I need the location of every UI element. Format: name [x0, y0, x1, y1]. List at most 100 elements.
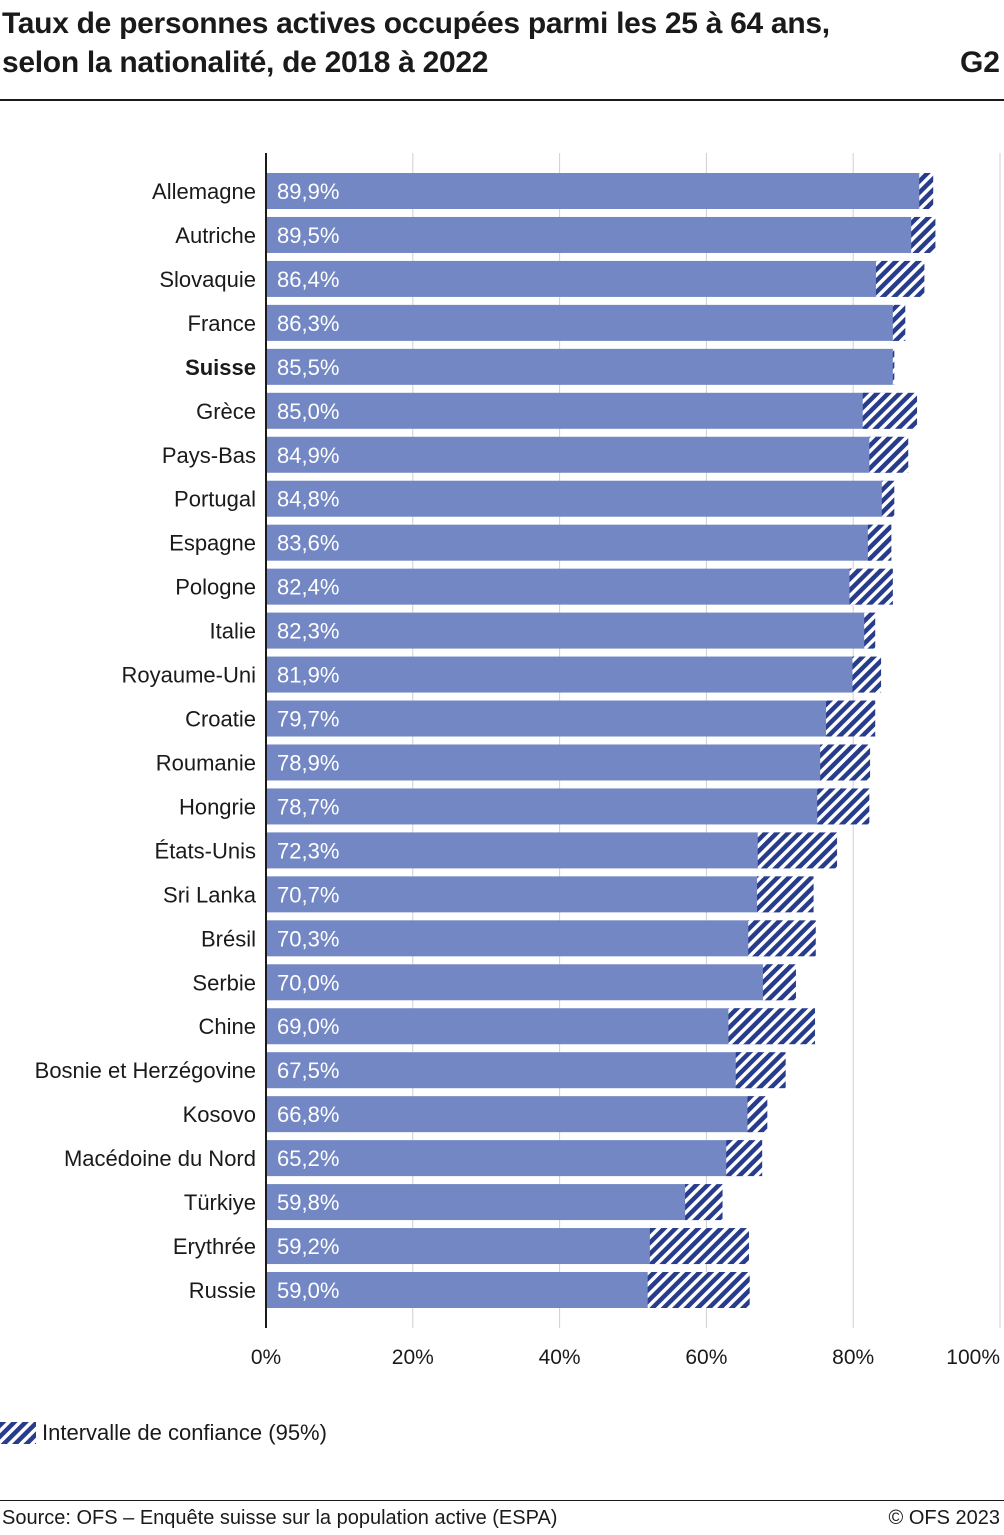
data-label: 86,3% — [277, 311, 339, 336]
data-label: 65,2% — [277, 1146, 339, 1171]
confidence-interval — [881, 480, 895, 517]
confidence-interval — [726, 1140, 763, 1177]
data-label: 82,3% — [277, 619, 339, 644]
bar-chart: Allemagne 89,9% Autriche 89,5% Slovaquie 86,4… — [35, 153, 1001, 1369]
bar — [266, 744, 846, 781]
confidence-interval — [867, 524, 892, 561]
category-label: Roumanie — [156, 750, 256, 775]
bar — [266, 480, 889, 517]
category-label: Türkiye — [184, 1190, 256, 1215]
bar — [266, 920, 783, 957]
confidence-interval — [748, 920, 816, 957]
confidence-interval — [869, 436, 909, 473]
data-label: 84,8% — [277, 487, 339, 512]
category-label: Macédoine du Nord — [64, 1146, 256, 1171]
confidence-interval — [817, 788, 870, 825]
x-tick-label: 60% — [685, 1346, 727, 1369]
legend-hatch-swatch — [0, 1422, 36, 1444]
x-tick-label: 20% — [392, 1346, 434, 1369]
figure-id: G2 — [959, 46, 1000, 79]
data-label: 89,9% — [277, 179, 339, 204]
data-label: 78,7% — [277, 794, 339, 819]
data-label: 89,5% — [277, 223, 339, 248]
bar — [266, 1052, 762, 1089]
bar — [266, 788, 844, 825]
category-label: Pologne — [175, 575, 256, 600]
data-label: 78,9% — [277, 750, 339, 775]
confidence-interval — [826, 700, 876, 737]
x-tick-label: 40% — [539, 1346, 581, 1369]
confidence-interval — [685, 1184, 723, 1221]
data-label: 84,9% — [277, 443, 339, 468]
confidence-interval — [762, 964, 796, 1001]
category-label: États-Unis — [155, 838, 256, 863]
bar — [266, 568, 871, 605]
chart-title: Taux de personnes actives occupées parmi… — [2, 7, 830, 79]
category-label: Autriche — [175, 223, 256, 248]
data-label: 83,6% — [277, 531, 339, 556]
data-label: 59,2% — [277, 1234, 339, 1259]
data-label: 81,9% — [277, 663, 339, 688]
bar — [266, 700, 851, 737]
category-label: Serbie — [192, 970, 256, 995]
confidence-interval — [911, 216, 936, 253]
confidence-interval — [649, 1228, 749, 1265]
confidence-interval — [919, 173, 934, 209]
confidence-interval — [892, 304, 906, 341]
bar — [266, 964, 780, 1001]
legend-label: Intervalle de confiance (95%) — [42, 1420, 327, 1445]
data-label: 67,5% — [277, 1058, 339, 1083]
confidence-interval — [849, 568, 893, 605]
category-label: Grèce — [196, 399, 256, 424]
title-rule — [0, 99, 1004, 101]
bar — [266, 304, 900, 341]
category-label: Hongrie — [179, 794, 256, 819]
category-label: Erythrée — [173, 1234, 256, 1259]
data-label: 82,4% — [277, 575, 339, 600]
confidence-interval — [862, 392, 918, 429]
category-label: Espagne — [169, 531, 256, 556]
confidence-interval — [852, 656, 882, 693]
bar — [266, 348, 894, 385]
data-label: 70,3% — [277, 926, 339, 951]
category-label: Slovaquie — [159, 267, 256, 292]
bar — [266, 832, 797, 869]
bar — [266, 260, 901, 297]
category-label: Allemagne — [152, 179, 256, 204]
bar — [266, 524, 880, 561]
confidence-interval — [747, 1096, 768, 1133]
bar — [266, 1228, 701, 1265]
category-label: Sri Lanka — [163, 882, 257, 907]
category-label: Royaume-Uni — [122, 663, 257, 688]
data-label: 70,0% — [277, 970, 339, 995]
x-tick-label: 0% — [251, 1346, 281, 1369]
category-label: Portugal — [174, 487, 256, 512]
confidence-interval — [735, 1052, 786, 1089]
category-label: Bosnie et Herzégovine — [35, 1058, 256, 1083]
bar — [266, 612, 871, 649]
confidence-interval — [647, 1272, 750, 1308]
category-label: Italie — [210, 619, 256, 644]
data-label: 85,0% — [277, 399, 339, 424]
category-label: Kosovo — [183, 1102, 256, 1127]
bar — [266, 1140, 745, 1177]
data-label: 86,4% — [277, 267, 339, 292]
bar — [266, 173, 926, 209]
bar — [266, 1008, 773, 1045]
bar — [266, 1184, 705, 1221]
confidence-interval — [892, 348, 895, 385]
data-label: 66,8% — [277, 1102, 339, 1127]
confidence-interval — [820, 744, 871, 781]
bar — [266, 1272, 700, 1308]
confidence-interval — [757, 876, 814, 913]
category-label: Brésil — [201, 926, 256, 951]
data-label: 59,8% — [277, 1190, 339, 1215]
confidence-interval — [728, 1008, 816, 1045]
bar — [266, 392, 890, 429]
source-note: Source: OFS – Enquête suisse sur la popu… — [2, 1507, 558, 1529]
data-label: 85,5% — [277, 355, 339, 380]
confidence-interval — [864, 612, 876, 649]
category-label: Croatie — [185, 707, 256, 732]
category-label: France — [188, 311, 256, 336]
footer-rule — [0, 1500, 1004, 1501]
